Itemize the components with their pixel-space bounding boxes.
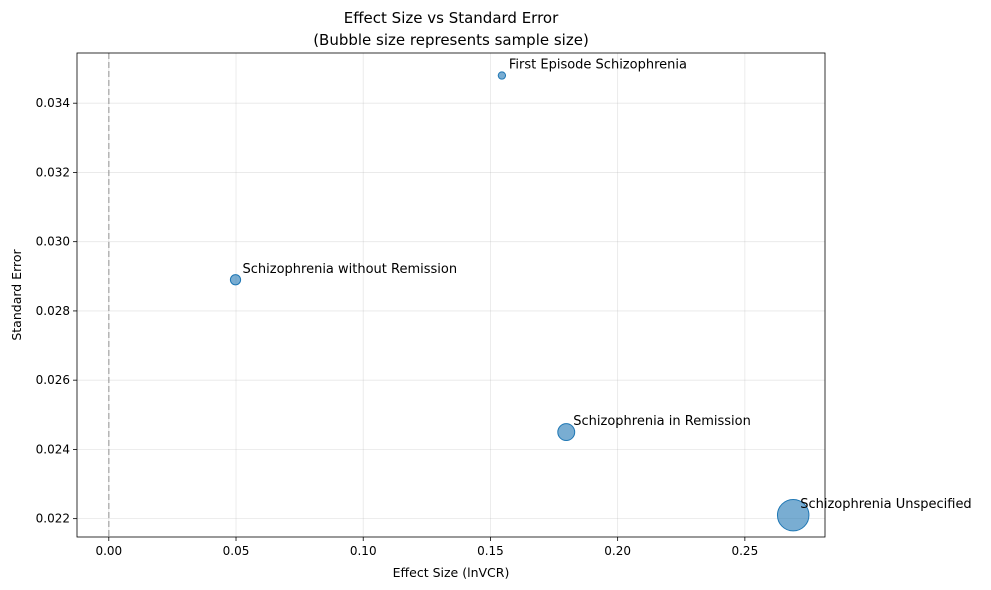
data-point — [776, 498, 810, 532]
chart-subtitle: (Bubble size represents sample size) — [313, 31, 589, 49]
points — [229, 71, 810, 532]
chart-title: Effect Size vs Standard Error — [344, 9, 559, 27]
data-point — [557, 423, 576, 442]
y-tick-label: 0.022 — [36, 512, 70, 526]
x-axis-label: Effect Size (lnVCR) — [393, 565, 510, 580]
y-axis-label: Standard Error — [9, 248, 24, 340]
grid — [77, 53, 825, 537]
data-point — [229, 274, 242, 286]
x-tick-label: 0.00 — [95, 544, 122, 558]
x-axis-ticks: 0.00 0.05 0.10 0.15 0.20 0.25 — [95, 537, 758, 558]
y-axis-ticks: 0.022 0.024 0.026 0.028 0.030 0.032 0.034 — [36, 96, 77, 526]
data-point-label: Schizophrenia without Remission — [243, 262, 458, 277]
plot-frame — [76, 52, 826, 538]
data-point-label: First Episode Schizophrenia — [509, 58, 687, 73]
y-tick-label: 0.030 — [36, 235, 70, 249]
y-tick-label: 0.032 — [36, 165, 70, 179]
x-tick-label: 0.15 — [477, 544, 504, 558]
x-tick-label: 0.05 — [223, 544, 250, 558]
x-tick-label: 0.25 — [731, 544, 758, 558]
y-tick-label: 0.028 — [36, 304, 70, 318]
y-tick-label: 0.034 — [36, 96, 70, 110]
data-point-label: Schizophrenia Unspecified — [800, 497, 972, 512]
x-tick-label: 0.10 — [350, 544, 377, 558]
point-labels: First Episode Schizophrenia Schizophrenia… — [243, 58, 972, 513]
data-point-label: Schizophrenia in Remission — [573, 414, 751, 429]
data-point — [497, 71, 507, 80]
x-tick-label: 0.20 — [604, 544, 631, 558]
y-tick-label: 0.024 — [36, 442, 70, 456]
y-tick-label: 0.026 — [36, 373, 70, 387]
